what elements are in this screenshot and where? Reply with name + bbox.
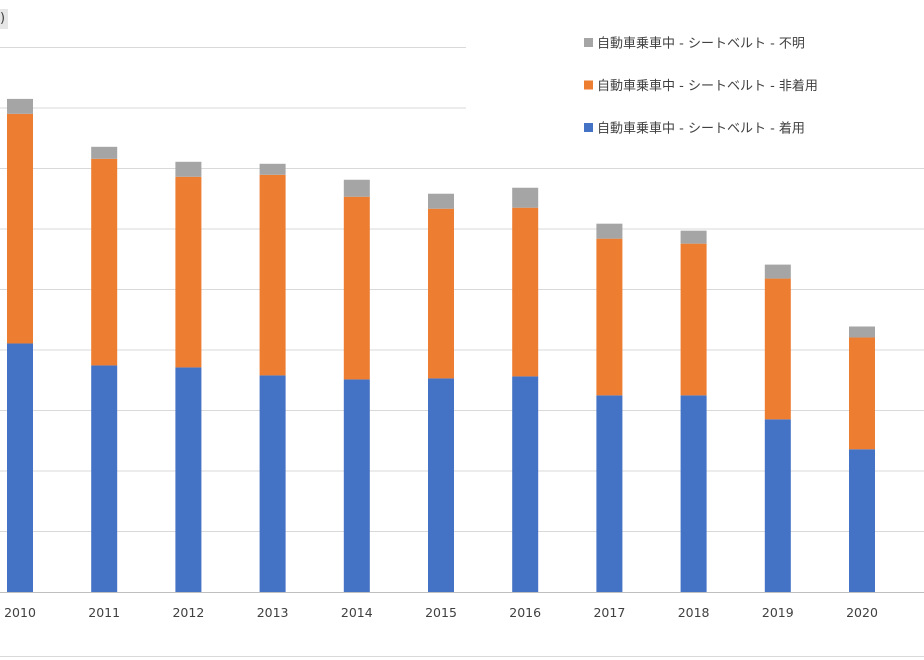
bar-unknown-2019 — [764, 264, 791, 279]
x-tick-label: 2015 — [425, 605, 457, 620]
bar-wearing-2012 — [175, 367, 202, 592]
bar-unknown-2017 — [596, 223, 623, 239]
x-tick-label: 2018 — [678, 605, 710, 620]
x-tick-label: 2013 — [257, 605, 289, 620]
bar-unknown-2014 — [343, 179, 370, 197]
bar-unknown-2020 — [849, 326, 875, 338]
bar-not-wearing-2017 — [596, 238, 623, 396]
bar-wearing-2016 — [512, 376, 539, 592]
x-tick-label: 2011 — [88, 605, 120, 620]
legend-swatch — [584, 80, 593, 90]
bar-wearing-2010 — [7, 343, 33, 592]
bar-not-wearing-2020 — [849, 337, 875, 450]
bar-not-wearing-2012 — [175, 176, 202, 368]
bar-not-wearing-2018 — [680, 243, 707, 396]
bar-unknown-2011 — [91, 146, 118, 159]
bar-unknown-2012 — [175, 161, 202, 177]
bottom-divider — [0, 656, 924, 657]
x-tick-label: 2016 — [509, 605, 541, 620]
legend-swatch — [584, 123, 593, 132]
bar-unknown-2015 — [428, 193, 454, 209]
bar-not-wearing-2011 — [91, 158, 118, 366]
bar-wearing-2013 — [259, 375, 286, 592]
legend-label: 自動車乗車中 - シートベルト - 不明 — [597, 37, 805, 52]
legend-swatch — [584, 38, 593, 47]
bar-wearing-2020 — [849, 449, 875, 592]
bar-unknown-2013 — [259, 163, 286, 175]
bar-wearing-2011 — [91, 365, 118, 592]
bar-not-wearing-2015 — [428, 208, 454, 379]
bar-not-wearing-2010 — [7, 113, 33, 344]
x-tick-label: 2014 — [341, 605, 373, 620]
bar-not-wearing-2014 — [343, 196, 370, 380]
x-tick-label: 2017 — [593, 605, 625, 620]
x-tick-label: 2020 — [846, 605, 878, 620]
bar-unknown-2016 — [512, 187, 539, 208]
legend-label: 自動車乗車中 - シートベルト - 非着用 — [597, 78, 818, 94]
bar-wearing-2019 — [764, 419, 791, 592]
bar-wearing-2015 — [428, 378, 454, 592]
bar-unknown-2010 — [7, 98, 33, 114]
bar-wearing-2017 — [596, 395, 623, 592]
bar-not-wearing-2013 — [259, 174, 286, 376]
chart-title-fragment: ) — [0, 9, 9, 29]
x-tick-label: 2012 — [172, 605, 204, 620]
bar-not-wearing-2016 — [512, 207, 539, 377]
bar-not-wearing-2019 — [764, 278, 791, 420]
bar-wearing-2014 — [343, 379, 370, 592]
bar-unknown-2018 — [680, 230, 707, 244]
x-tick-label: 2019 — [762, 605, 794, 620]
legend-label: 自動車乗車中 - シートベルト - 着用 — [597, 121, 805, 137]
x-tick-label: 2010 — [4, 605, 36, 620]
bar-wearing-2018 — [680, 395, 707, 592]
